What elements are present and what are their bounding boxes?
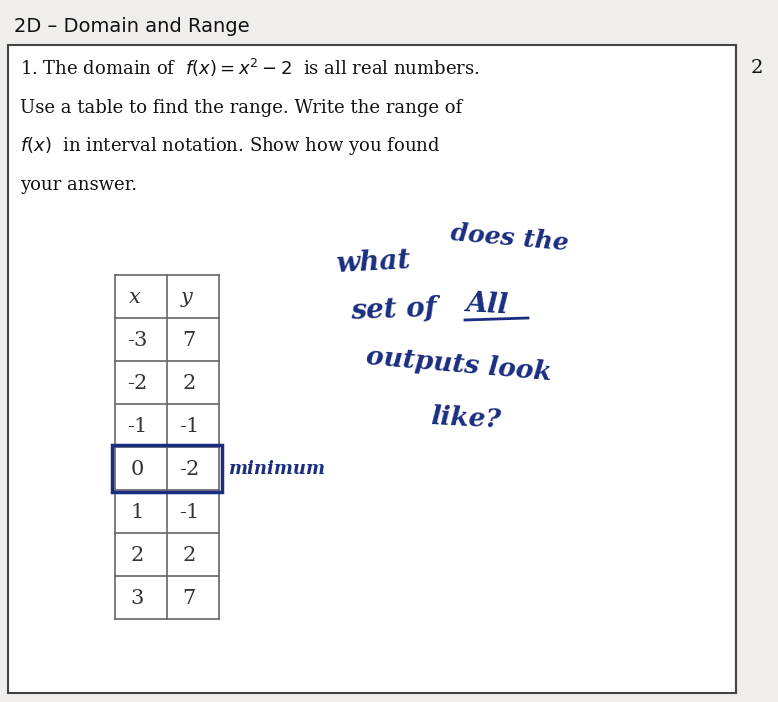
Text: 7: 7	[182, 589, 195, 608]
Text: 3: 3	[130, 589, 143, 608]
Text: -2: -2	[127, 374, 147, 393]
Text: what: what	[335, 248, 412, 279]
Text: 2: 2	[182, 374, 195, 393]
Text: y: y	[180, 288, 193, 307]
Text: 1. The domain of  $f(x) = x^2 - 2$  is all real numbers.: 1. The domain of $f(x) = x^2 - 2$ is all…	[20, 57, 480, 79]
Bar	[112, 445, 222, 492]
Text: 2: 2	[751, 59, 763, 77]
Text: x: x	[129, 288, 141, 307]
Text: 2: 2	[130, 546, 143, 565]
Text: your answer.: your answer.	[20, 176, 137, 194]
Text: -1: -1	[179, 503, 199, 522]
Text: -1: -1	[127, 417, 147, 436]
Text: -2: -2	[179, 460, 199, 479]
Text: minimum: minimum	[229, 460, 326, 477]
Text: set of: set of	[350, 295, 437, 325]
Text: 2D – Domain and Range: 2D – Domain and Range	[14, 17, 250, 36]
Text: like?: like?	[430, 404, 502, 432]
Text: 1: 1	[130, 503, 143, 522]
Text: outputs look: outputs look	[365, 345, 552, 385]
Text: -1: -1	[179, 417, 199, 436]
Text: Use a table to find the range. Write the range of: Use a table to find the range. Write the…	[20, 99, 462, 117]
Text: 2: 2	[182, 546, 195, 565]
Text: 7: 7	[182, 331, 195, 350]
Text: 0: 0	[130, 460, 143, 479]
Text: does the: does the	[450, 221, 570, 255]
Text: -3: -3	[127, 331, 147, 350]
Text: $f(x)$  in interval notation. Show how you found: $f(x)$ in interval notation. Show how yo…	[20, 135, 440, 157]
Text: All: All	[465, 291, 509, 319]
